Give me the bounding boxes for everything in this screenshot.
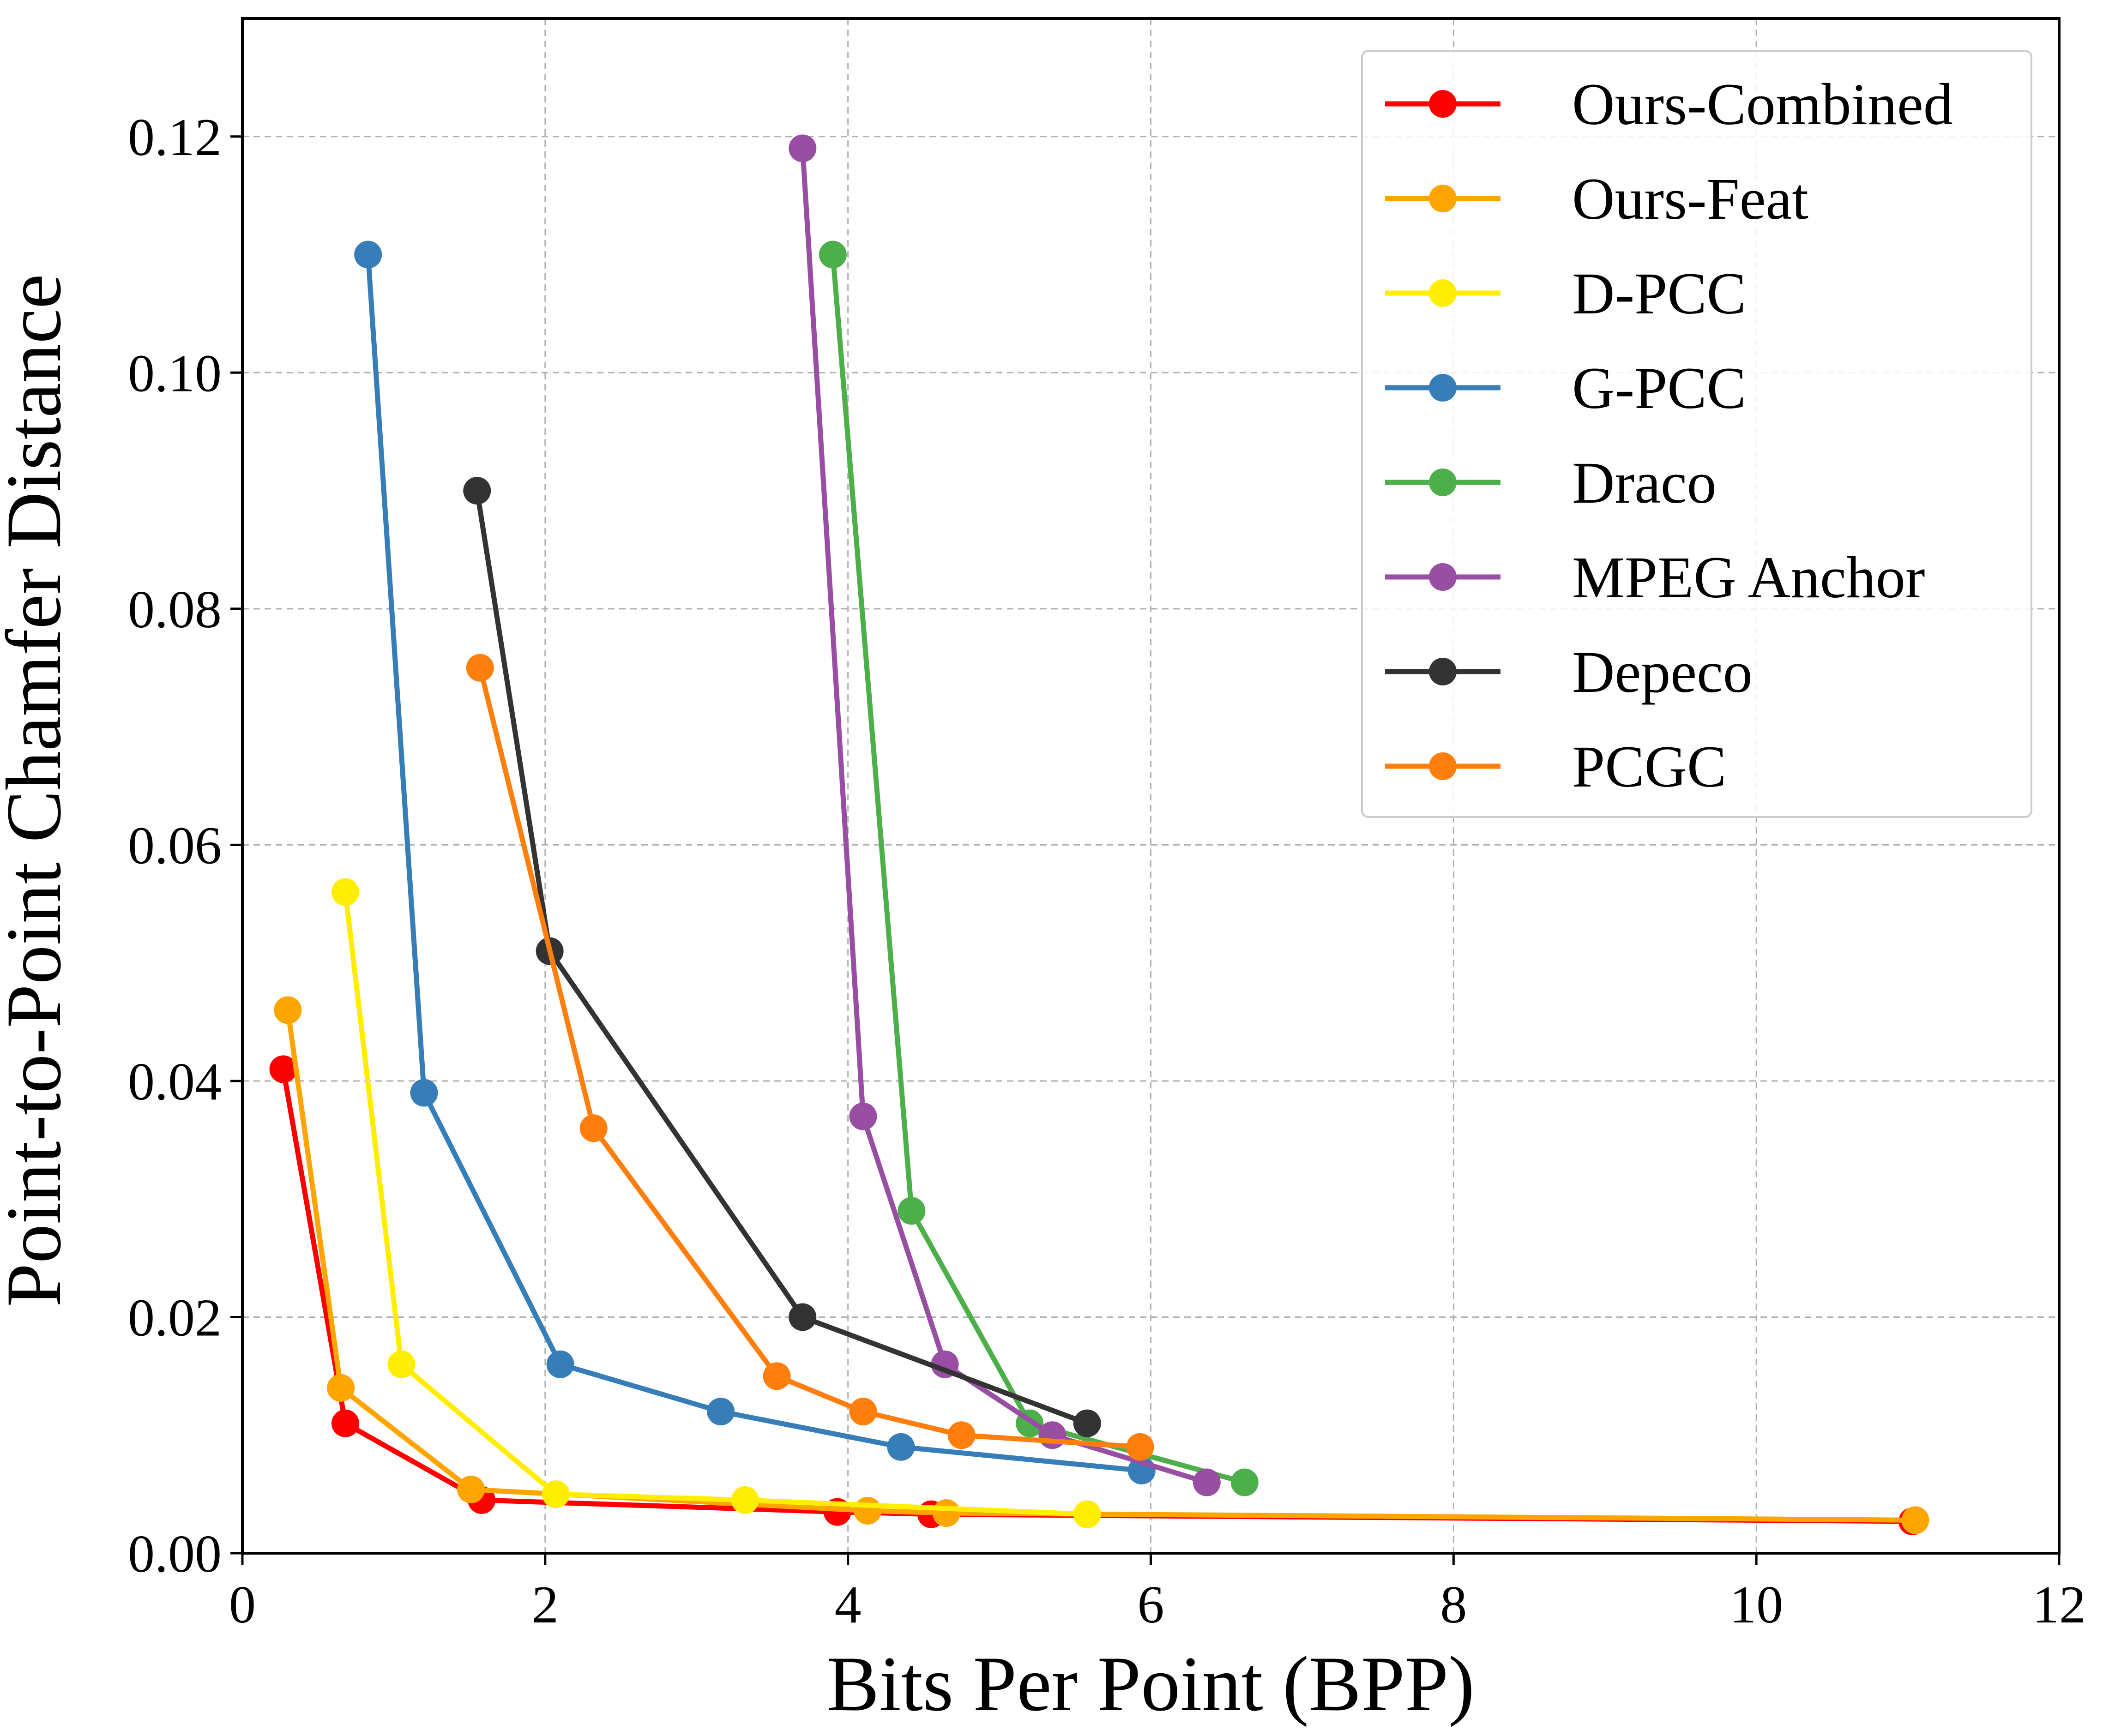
legend-marker-mpeg-anchor [1429,563,1457,591]
data-point-d-pcc [731,1486,759,1514]
y-tick-label: 0.10 [128,344,222,403]
y-axis-title: Point-to-Point Chamfer Distance [0,274,77,1307]
series-pcgc [466,654,1154,1461]
data-point-d-pcc [1073,1500,1101,1528]
data-point-d-pcc [331,878,359,906]
data-point-ours-feat [457,1475,485,1503]
legend-label-mpeg-anchor: MPEG Anchor [1572,545,1925,610]
data-point-pcgc [849,1398,877,1426]
legend-label-pcgc: PCGC [1572,734,1726,799]
legend-label-depeco: Depeco [1572,639,1753,705]
data-point-draco [898,1197,926,1225]
data-point-draco [1230,1468,1259,1496]
x-tick-label: 6 [1138,1575,1164,1634]
data-point-pcgc [466,654,494,682]
y-tick-label: 0.06 [128,816,222,875]
series-ours-feat [274,996,1929,1534]
data-point-depeco [463,477,491,505]
legend: Ours-Combined Ours-Feat D-PCC G-PCC Draco MPE… [1361,50,2032,818]
data-point-pcgc [1126,1433,1154,1461]
data-point-g-pcc [887,1433,915,1461]
data-point-mpeg-anchor [1193,1468,1221,1496]
legend-marker-ours-combined [1429,90,1457,118]
legend-box [1361,50,2032,818]
data-point-mpeg-anchor [789,134,817,162]
legend-marker-depeco [1429,658,1457,685]
data-point-ours-combined [269,1055,297,1083]
data-point-ours-feat [327,1374,355,1402]
data-point-d-pcc [387,1350,416,1378]
legend-label-d-pcc: D-PCC [1572,261,1746,326]
data-point-g-pcc [410,1079,438,1107]
data-point-ours-feat [932,1499,960,1527]
series-line-g-pcc [365,252,1145,1473]
data-point-ours-feat [854,1496,882,1525]
series-g-pcc [354,240,1156,1484]
y-tick-label: 0.00 [128,1525,222,1584]
data-point-d-pcc [542,1480,570,1508]
y-tick-label: 0.12 [128,108,222,167]
legend-label-g-pcc: G-PCC [1572,355,1746,421]
data-point-ours-combined [331,1409,359,1437]
data-point-pcgc [947,1421,976,1449]
series-line-mpeg-anchor [800,145,1210,1485]
legend-marker-g-pcc [1429,374,1457,402]
data-point-g-pcc [354,240,382,269]
legend-label-ours-feat: Ours-Feat [1572,166,1808,232]
legend-label-ours-combined: Ours-Combined [1572,72,1953,137]
x-tick-label: 12 [2032,1575,2086,1634]
legend-marker-draco [1429,469,1457,496]
x-tick-label: 0 [229,1575,256,1634]
legend-label-draco: Draco [1572,450,1717,516]
legend-marker-pcgc [1429,752,1457,780]
data-point-mpeg-anchor [1038,1421,1067,1449]
x-tick-label: 8 [1440,1575,1467,1634]
series-depeco [463,477,1101,1437]
series-line-pcgc [477,665,1143,1450]
series-draco [819,240,1259,1496]
data-point-draco [819,240,847,269]
x-tick-label: 2 [532,1575,559,1634]
y-tick-label: 0.02 [128,1288,222,1347]
series-line-depeco [474,488,1090,1426]
data-point-g-pcc [707,1398,735,1426]
data-point-depeco [789,1303,817,1331]
series-d-pcc [331,878,1101,1528]
plot-series [269,134,1929,1535]
x-tick-label: 10 [1729,1575,1783,1634]
data-point-g-pcc [546,1350,574,1378]
y-tick-label: 0.08 [128,580,222,639]
y-tick-label: 0.04 [128,1052,222,1111]
data-point-pcgc [579,1114,608,1142]
series-mpeg-anchor [789,134,1221,1496]
data-point-pcgc [763,1362,791,1390]
data-point-ours-feat [1901,1506,1929,1534]
x-tick-label: 4 [835,1575,862,1634]
legend-marker-ours-feat [1429,185,1457,212]
x-axis-title: Bits Per Point (BPP) [827,1640,1475,1727]
data-point-ours-feat [274,996,302,1024]
axis-ticks: 0 2 4 6 8 10 12 0.00 0.02 0.04 0.06 0.08 0.10 0.12 [128,108,2086,1634]
data-point-depeco [1073,1409,1101,1437]
data-point-mpeg-anchor [849,1102,877,1130]
series-line-draco [830,252,1247,1485]
legend-marker-d-pcc [1429,279,1457,307]
